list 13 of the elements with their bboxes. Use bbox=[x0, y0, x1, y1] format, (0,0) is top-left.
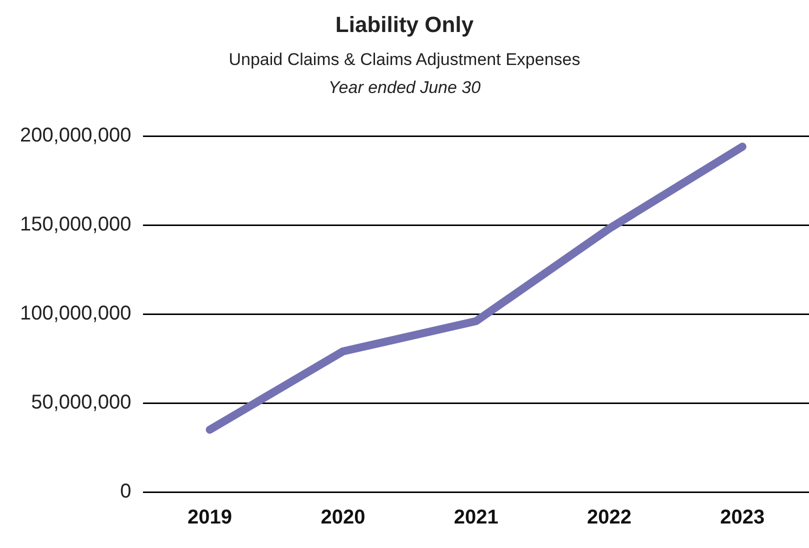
y-tick-label: 50,000,000 bbox=[31, 392, 132, 414]
y-tick-label: 0 bbox=[120, 480, 132, 503]
chart-title: Liability Only bbox=[334, 12, 475, 38]
y-tick-label: 150,000,000 bbox=[20, 214, 132, 236]
chart-subtitle: Unpaid Claims & Claims Adjustment Expenses bbox=[228, 50, 582, 70]
y-tick-label: 100,000,000 bbox=[20, 302, 132, 325]
x-tick-label: 2022 bbox=[587, 506, 632, 529]
y-tick-label: 200,000,000 bbox=[20, 124, 132, 147]
x-tick-label: 2021 bbox=[454, 506, 498, 529]
x-tick-label: 2020 bbox=[320, 506, 366, 529]
x-tick-label: 2023 bbox=[720, 506, 765, 529]
x-tick-label: 2019 bbox=[188, 506, 232, 529]
text: Year ended June 30 bbox=[327, 78, 482, 98]
